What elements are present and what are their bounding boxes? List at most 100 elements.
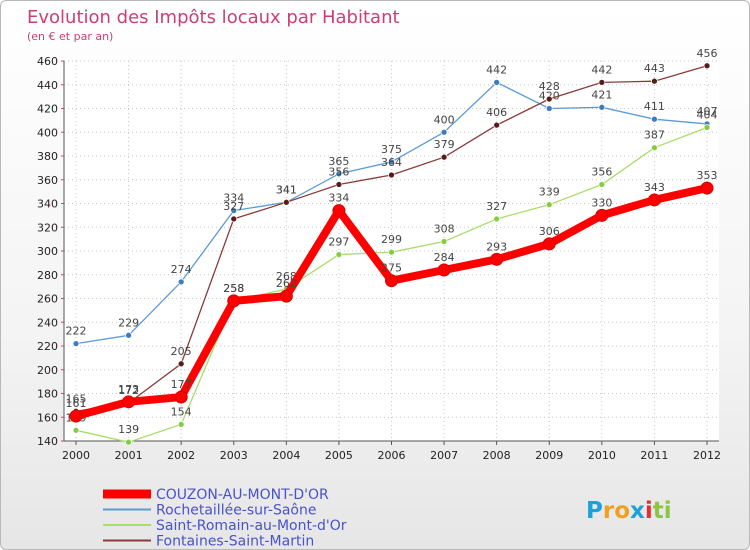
- y-tick-label: 440: [37, 79, 58, 92]
- proxiti-logo-text: Proxiti: [586, 498, 672, 524]
- data-label: 274: [171, 263, 192, 276]
- data-point: [703, 62, 711, 70]
- y-tick-label: 280: [37, 269, 58, 282]
- data-point: [72, 426, 80, 434]
- data-label: 205: [171, 345, 192, 358]
- data-label: 327: [486, 200, 507, 213]
- data-label: 327: [223, 200, 244, 213]
- data-point: [493, 79, 501, 86]
- y-tick-label: 220: [37, 340, 58, 353]
- y-tick-label: 240: [37, 316, 58, 329]
- x-tick-label: 2001: [115, 449, 143, 462]
- data-point: [282, 198, 290, 206]
- y-tick-label: 300: [37, 245, 58, 258]
- data-label: 284: [434, 251, 455, 264]
- data-label: 356: [591, 166, 612, 179]
- data-label: 177: [171, 378, 192, 391]
- data-point: [493, 215, 501, 223]
- chart-title: Evolution des Impôts locaux par Habitant: [27, 7, 400, 28]
- data-label: 400: [434, 113, 455, 126]
- data-point: [651, 77, 658, 85]
- data-point: [545, 105, 553, 112]
- data-point: [598, 103, 606, 111]
- data-label: 341: [276, 183, 297, 196]
- data-label: 341: [276, 183, 297, 196]
- data-point: [230, 215, 238, 223]
- data-point: [125, 331, 132, 339]
- data-label: 334: [328, 192, 349, 205]
- data-point: [174, 390, 188, 404]
- data-point: [230, 207, 238, 214]
- legend-item: COUZON-AU-MONT-D'OR: [103, 487, 329, 503]
- data-point: [545, 201, 553, 209]
- data-point: [177, 278, 185, 286]
- data-label: 443: [644, 62, 665, 75]
- data-label: 442: [591, 63, 612, 76]
- data-label: 343: [644, 181, 665, 194]
- legend-label: Saint-Romain-au-Mont-d'Or: [156, 518, 347, 534]
- data-point: [651, 144, 658, 152]
- legend-item: Saint-Romain-au-Mont-d'Or: [103, 518, 347, 534]
- y-tick-label: 340: [37, 198, 58, 211]
- data-label: 222: [66, 325, 87, 338]
- data-label: 262: [276, 277, 297, 290]
- data-label: 407: [697, 105, 718, 118]
- x-tick-label: 2000: [62, 449, 90, 462]
- data-point: [69, 409, 83, 423]
- y-tick-label: 420: [37, 103, 58, 116]
- data-point: [440, 238, 448, 245]
- data-point: [595, 208, 609, 222]
- data-point: [647, 193, 661, 207]
- legend-label: Rochetaillée-sur-Saône: [156, 503, 316, 519]
- y-tick-label: 140: [37, 435, 58, 448]
- x-tick-label: 2004: [272, 449, 300, 462]
- data-label: 139: [118, 423, 139, 436]
- data-label: 456: [697, 47, 718, 60]
- data-label: 229: [118, 316, 139, 329]
- data-point: [227, 294, 241, 308]
- data-point: [651, 115, 658, 123]
- data-point: [545, 95, 553, 103]
- x-tick-label: 2012: [693, 449, 721, 462]
- data-point: [703, 124, 711, 131]
- y-tick-label: 460: [37, 55, 58, 68]
- proxiti-logo-letter: r: [603, 498, 615, 524]
- x-tick-label: 2007: [430, 449, 458, 462]
- data-point: [388, 158, 395, 166]
- y-tick-label: 380: [37, 150, 58, 163]
- legend: COUZON-AU-MONT-D'ORRochetaillée-sur-Saôn…: [103, 487, 347, 549]
- data-label: 421: [591, 88, 612, 101]
- legend-item: Rochetaillée-sur-Saône: [103, 503, 316, 519]
- series-1: 149139154258268297299308327339356387404: [66, 109, 718, 446]
- data-point: [385, 274, 398, 288]
- data-label: 172: [118, 384, 139, 397]
- y-tick-label: 200: [37, 364, 58, 377]
- data-label: 268: [276, 270, 297, 283]
- data-label: 161: [66, 397, 87, 410]
- x-tick-label: 2003: [220, 449, 248, 462]
- data-label: 387: [644, 129, 665, 142]
- proxiti-logo: Proxiti: [586, 498, 672, 524]
- legend-label: COUZON-AU-MONT-D'OR: [156, 487, 329, 503]
- data-label: 308: [434, 223, 455, 236]
- plot-area: 140 160 180 200 220 240 260 280 300 320 340 360 380 4…: [37, 47, 721, 462]
- x-tick-label: 2011: [640, 449, 668, 462]
- chart-subtitle: (en € et par an): [27, 30, 113, 43]
- data-label: 297: [328, 236, 349, 249]
- x-tick-label: 2002: [167, 449, 195, 462]
- data-point: [335, 251, 343, 258]
- y-tick-label: 260: [37, 293, 58, 306]
- y-tick-label: 180: [37, 388, 58, 401]
- data-point: [542, 237, 556, 251]
- data-label: 154: [171, 405, 192, 418]
- data-point: [700, 181, 714, 195]
- data-label: 364: [381, 156, 402, 169]
- data-label: 379: [434, 138, 455, 151]
- legend-label: Fontaines-Saint-Martin: [156, 534, 314, 550]
- data-label: 306: [539, 225, 560, 238]
- data-point: [437, 263, 451, 277]
- data-point: [440, 128, 448, 136]
- data-label: 442: [486, 63, 507, 76]
- data-point: [279, 289, 293, 303]
- legend-item: Fontaines-Saint-Martin: [103, 534, 314, 550]
